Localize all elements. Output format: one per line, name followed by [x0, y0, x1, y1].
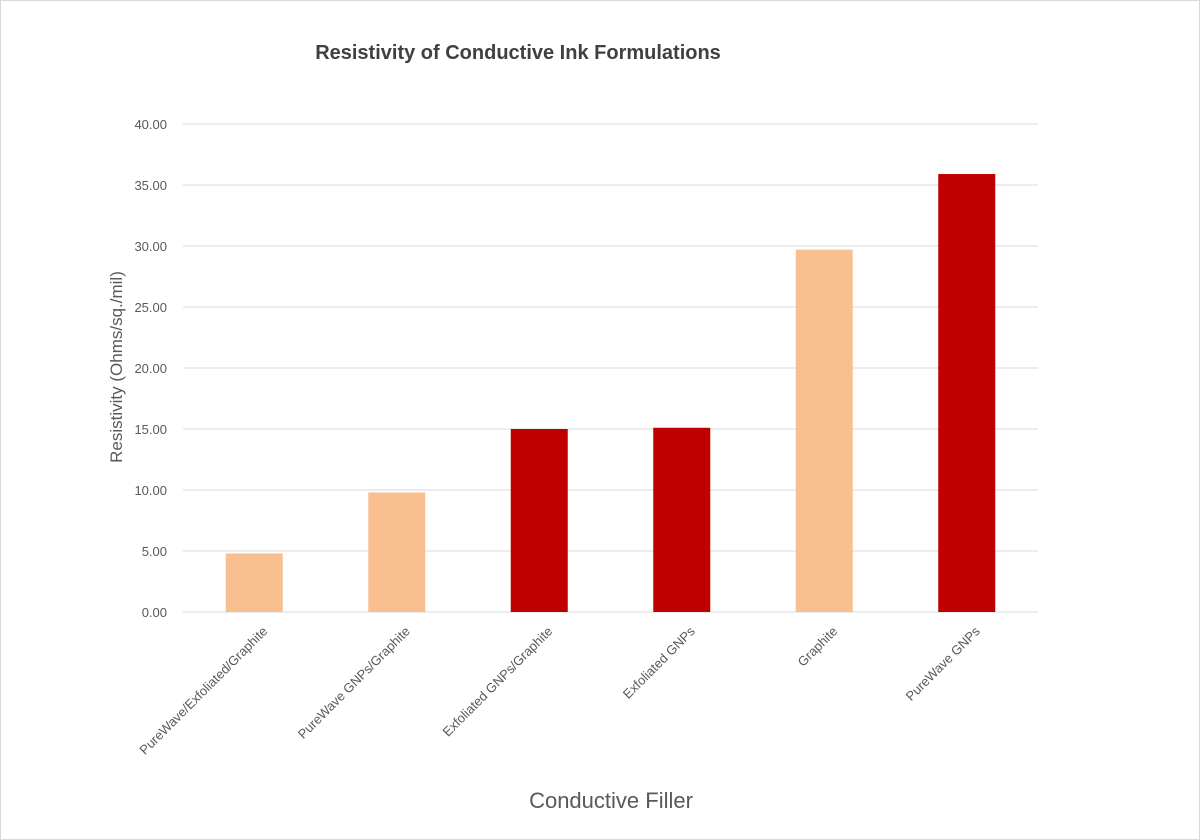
y-tick-label: 30.00: [134, 239, 167, 254]
y-tick-label: 40.00: [134, 117, 167, 132]
y-axis-title: Resistivity (Ohms/sq./mil): [107, 271, 126, 463]
y-tick-label: 20.00: [134, 361, 167, 376]
bar-2: [510, 429, 568, 612]
x-category-label: Exfoliated GNPs/Graphite: [440, 624, 556, 740]
x-category-label: Exfoliated GNPs: [620, 623, 698, 701]
y-tick-label: 25.00: [134, 300, 167, 315]
chart-title: Resistivity of Conductive Ink Formulatio…: [315, 42, 721, 64]
bar-4: [795, 249, 853, 612]
bars: [225, 174, 996, 612]
y-tick-label: 15.00: [134, 422, 167, 437]
y-tick-label: 5.00: [142, 544, 167, 559]
y-axis-ticks: 0.00 5.00 10.00 15.00 20.00 25.00 30.00 35.00 40…: [134, 117, 167, 620]
bar-3: [653, 427, 711, 612]
y-tick-label: 0.00: [142, 605, 167, 620]
y-tick-label: 35.00: [134, 178, 167, 193]
x-category-label: PureWave/Exfoliated/Graphite: [136, 624, 270, 758]
x-category-label: Graphite: [794, 624, 840, 670]
x-category-label: PureWave GNPs/Graphite: [295, 624, 413, 742]
y-tick-label: 10.00: [134, 483, 167, 498]
bar-5: [938, 174, 996, 612]
x-category-label: PureWave GNPs: [903, 623, 984, 704]
bar-0: [225, 553, 283, 612]
x-axis-title: Conductive Filler: [529, 788, 693, 813]
gridlines: [183, 123, 1038, 613]
bar-1: [368, 492, 426, 612]
x-axis-categories: PureWave/Exfoliated/Graphite PureWave GNP…: [136, 623, 983, 757]
